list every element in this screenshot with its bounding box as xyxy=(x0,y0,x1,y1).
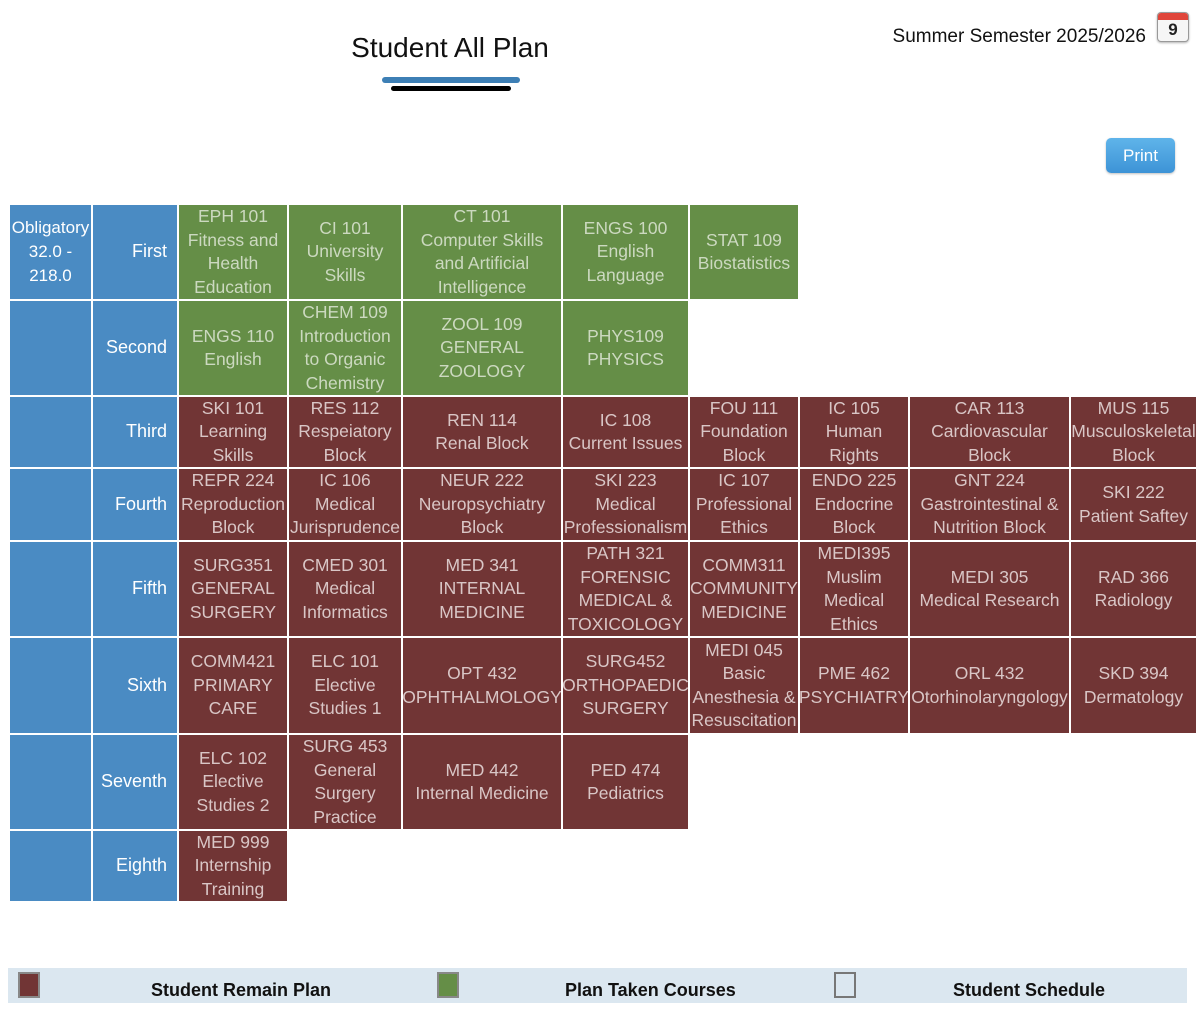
legend-taken-label: Plan Taken Courses xyxy=(565,980,736,1000)
course-cell[interactable]: SURG452 ORTHOPAEDIC SURGERY xyxy=(563,638,688,733)
year-label-eighth: Eighth xyxy=(93,831,177,901)
course-cell[interactable]: MEDI395 Muslim Medical Ethics xyxy=(800,542,908,636)
year-label-seventh: Seventh xyxy=(93,735,177,829)
course-cell[interactable]: SKD 394 Dermatology xyxy=(1071,638,1196,733)
course-cell[interactable]: RES 112 Respeiatory Block xyxy=(289,397,401,467)
course-cell[interactable]: MUS 115 Musculoskeletal Block xyxy=(1071,397,1196,467)
course-cell[interactable]: IC 106 Medical Jurisprudence xyxy=(289,469,401,540)
course-cell[interactable]: STAT 109 Biostatistics xyxy=(690,205,798,299)
course-cell[interactable]: SKI 222 Patient Saftey xyxy=(1071,469,1196,540)
course-cell[interactable]: CAR 113 Cardiovascular Block xyxy=(910,397,1069,467)
course-cell[interactable]: OPT 432 OPHTHALMOLOGY xyxy=(403,638,561,733)
course-cell[interactable]: CHEM 109 Introduction to Organic Chemistry xyxy=(289,301,401,395)
course-cell[interactable]: CT 101 Computer Skills and Artificial Intel… xyxy=(403,205,561,299)
course-cell[interactable]: PATH 321 FORENSIC MEDICAL & TOXICOLOGY xyxy=(563,542,688,636)
year-label-first: First xyxy=(93,205,177,299)
course-cell[interactable]: MEDI 045 Basic Anesthesia & Resuscitation xyxy=(690,638,798,733)
course-cell[interactable]: EPH 101 Fitness and Health Education xyxy=(179,205,287,299)
blank-cell xyxy=(10,638,91,733)
blank-cell xyxy=(10,397,91,467)
course-cell[interactable]: IC 108 Current Issues xyxy=(563,397,688,467)
calendar-icon[interactable]: 9 xyxy=(1157,12,1189,42)
year-label-sixth: Sixth xyxy=(93,638,177,733)
course-cell[interactable]: ZOOL 109 GENERAL ZOOLOGY xyxy=(403,301,561,395)
legend-schedule-swatch xyxy=(834,972,856,998)
course-cell[interactable]: MED 999 Internship Training xyxy=(179,831,287,901)
course-cell[interactable]: CI 101 University Skills xyxy=(289,205,401,299)
course-cell[interactable]: REN 114 Renal Block xyxy=(403,397,561,467)
course-cell[interactable]: ELC 102 Elective Studies 2 xyxy=(179,735,287,829)
course-cell[interactable]: GNT 224 Gastrointestinal & Nutrition Block xyxy=(910,469,1069,540)
year-label-fourth: Fourth xyxy=(93,469,177,540)
course-cell[interactable]: MEDI 305 Medical Research xyxy=(910,542,1069,636)
legend-taken-swatch xyxy=(437,972,459,998)
course-cell[interactable]: ENGS 110 English xyxy=(179,301,287,395)
course-cell[interactable]: MED 442 Internal Medicine xyxy=(403,735,561,829)
course-cell[interactable]: IC 105 Human Rights xyxy=(800,397,908,467)
calendar-day: 9 xyxy=(1168,20,1178,39)
course-cell[interactable]: SKI 223 Medical Professionalism xyxy=(563,469,688,540)
semester-label: Summer Semester 2025/2026 xyxy=(892,26,1146,47)
year-label-second: Second xyxy=(93,301,177,395)
legend-remain-label: Student Remain Plan xyxy=(151,980,332,1000)
title-underline-blue xyxy=(382,77,520,83)
course-cell[interactable]: ORL 432 Otorhinolaryngology xyxy=(910,638,1069,733)
course-cell[interactable]: PME 462 PSYCHIATRY xyxy=(800,638,908,733)
course-cell[interactable]: FOU 111 Foundation Block xyxy=(690,397,798,467)
legend-schedule-label: Student Schedule xyxy=(953,980,1106,1000)
print-button[interactable]: Print xyxy=(1106,138,1175,173)
blank-cell xyxy=(10,735,91,829)
course-cell[interactable]: SURG351 GENERAL SURGERY xyxy=(179,542,287,636)
blank-cell xyxy=(10,469,91,540)
blank-cell xyxy=(10,542,91,636)
course-cell[interactable]: ENGS 100 English Language xyxy=(563,205,688,299)
course-cell[interactable]: COMM421 PRIMARY CARE xyxy=(179,638,287,733)
course-cell[interactable]: ENDO 225 Endocrine Block xyxy=(800,469,908,540)
title-underline-black xyxy=(391,86,511,91)
course-cell[interactable]: PED 474 Pediatrics xyxy=(563,735,688,829)
course-cell[interactable]: PHYS109 PHYSICS xyxy=(563,301,688,395)
blank-cell xyxy=(10,301,91,395)
blank-cell xyxy=(10,831,91,901)
year-label-third: Third xyxy=(93,397,177,467)
course-cell[interactable]: SURG 453 General Surgery Practice xyxy=(289,735,401,829)
legend-remain-swatch xyxy=(18,972,40,998)
year-label-fifth: Fifth xyxy=(93,542,177,636)
course-cell[interactable]: NEUR 222 Neuropsychiatry Block xyxy=(403,469,561,540)
obligatory-credits: Obligatory 32.0 -218.0 xyxy=(10,205,91,299)
course-cell[interactable]: SKI 101 Learning Skills xyxy=(179,397,287,467)
page-title: Student All Plan xyxy=(351,32,549,63)
course-cell[interactable]: MED 341 INTERNAL MEDICINE xyxy=(403,542,561,636)
legend-bar xyxy=(8,968,1187,1003)
course-cell[interactable]: REPR 224 Reproduction Block xyxy=(179,469,287,540)
course-cell[interactable]: RAD 366 Radiology xyxy=(1071,542,1196,636)
course-cell[interactable]: ELC 101 Elective Studies 1 xyxy=(289,638,401,733)
course-cell[interactable]: COMM311 COMMUNITY MEDICINE xyxy=(690,542,798,636)
course-cell[interactable]: CMED 301 Medical Informatics xyxy=(289,542,401,636)
course-cell[interactable]: IC 107 Professional Ethics xyxy=(690,469,798,540)
